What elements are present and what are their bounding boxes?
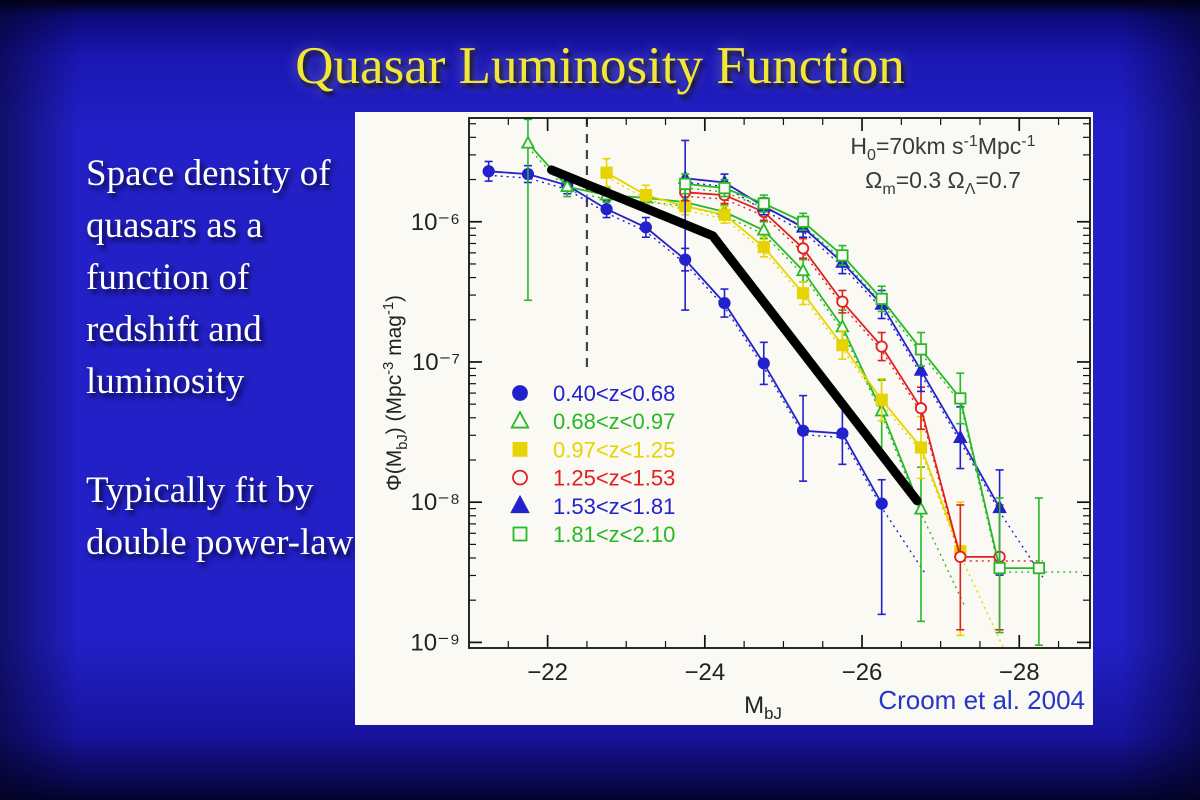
double-power-law-line	[547, 165, 922, 506]
model-fit-dotted-3	[685, 195, 1043, 562]
legend-label-1: 0.68<z<0.97	[553, 409, 675, 434]
y-axis-label: Φ(MbJ) (Mpc-3 mag-1)	[381, 295, 411, 491]
body-paragraph-2: Typically fit by double power-law	[86, 470, 354, 563]
legend-label-0: 0.40<z<0.68	[553, 381, 675, 406]
svg-text:10⁻⁶: 10⁻⁶	[411, 209, 460, 236]
legend-label-4: 1.53<z<1.81	[553, 494, 675, 519]
svg-text:10⁻⁹: 10⁻⁹	[410, 629, 460, 656]
svg-text:H0=70km s-1Mpc-1: H0=70km s-1Mpc-1	[850, 132, 1035, 164]
axes: −22 −24 −26 −28 10⁻⁶ 10⁻⁷ 10⁻⁸ 10⁻⁹	[410, 117, 1091, 686]
cosmology-annotation: H0=70km s-1Mpc-1Ωm=0.3 ΩΛ=0.7	[850, 132, 1035, 198]
legend-label-2: 0.97<z<1.25	[553, 437, 675, 462]
legend: 0.40<z<0.68 0.68<z<0.97 0.97<z<1.25 1.25<z<…	[510, 381, 675, 547]
citation: Croom et al. 2004	[878, 685, 1085, 715]
svg-text:10⁻⁸: 10⁻⁸	[411, 489, 461, 516]
side-text-block: Space density of quasars as a function o…	[86, 148, 358, 569]
chart-panel: −22 −24 −26 −28 10⁻⁶ 10⁻⁷ 10⁻⁸ 10⁻⁹ 0.40<z<0.68 0…	[355, 112, 1093, 725]
svg-text:Ωm=0.3 ΩΛ=0.7: Ωm=0.3 ΩΛ=0.7	[865, 167, 1021, 198]
slide-title: Quasar Luminosity Function	[295, 37, 905, 95]
model-fit-dotted-4	[685, 181, 1044, 578]
series-1-81-z-2-10	[679, 173, 1046, 646]
body-paragraph-1: Space density of quasars as a function o…	[86, 153, 331, 402]
svg-text:−24: −24	[684, 659, 725, 686]
model-fit-dotted-0	[488, 174, 926, 574]
x-axis-label: MbJ	[744, 692, 782, 723]
svg-text:−22: −22	[527, 659, 568, 686]
svg-text:−28: −28	[999, 659, 1040, 686]
svg-text:10⁻⁷: 10⁻⁷	[412, 349, 460, 376]
legend-label-5: 1.81<z<2.10	[553, 522, 675, 547]
legend-label-3: 1.25<z<1.53	[553, 466, 675, 491]
quasar-luminosity-chart: −22 −24 −26 −2810⁻⁶10⁻⁷10⁻⁸10⁻⁹0.40<z<0.680…	[381, 117, 1091, 723]
svg-text:−26: −26	[842, 659, 883, 686]
model-fit-dotted-2	[606, 176, 1005, 649]
